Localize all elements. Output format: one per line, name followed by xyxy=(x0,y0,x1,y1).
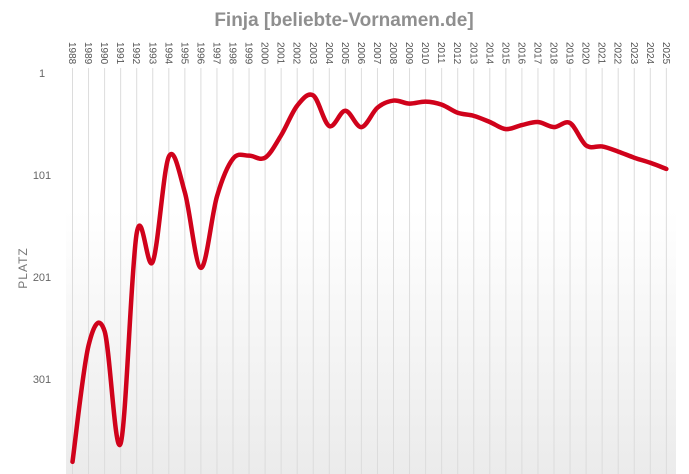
data-point-2017 xyxy=(536,120,540,124)
x-tick-2002: 2002 xyxy=(291,42,302,65)
data-point-2006 xyxy=(359,125,363,129)
y-axis-label: PLATZ xyxy=(16,247,30,288)
series-layer xyxy=(70,92,669,465)
data-point-2005 xyxy=(343,109,347,113)
chart-title: Finja [beliebte-Vornamen.de] xyxy=(214,10,473,31)
x-tick-1990: 1990 xyxy=(98,42,109,65)
x-tick-2020: 2020 xyxy=(580,42,591,65)
data-point-2009 xyxy=(408,102,412,106)
data-point-1993 xyxy=(151,260,155,264)
x-tick-2012: 2012 xyxy=(451,42,462,65)
x-tick-1992: 1992 xyxy=(130,42,141,65)
x-tick-2019: 2019 xyxy=(564,42,575,65)
data-point-1991 xyxy=(119,441,123,445)
x-tick-1989: 1989 xyxy=(82,42,93,65)
data-point-2012 xyxy=(456,111,460,115)
plot-background xyxy=(66,68,676,474)
x-tick-1988: 1988 xyxy=(66,42,77,65)
data-point-1988 xyxy=(71,460,75,464)
x-tick-1993: 1993 xyxy=(146,42,157,65)
x-axis-ticks: 1988 1989 1990 1991 1992 1993 1994 1995 1996 1997… xyxy=(66,42,671,65)
data-point-1995 xyxy=(183,190,187,194)
x-tick-2022: 2022 xyxy=(612,42,623,65)
data-point-2014 xyxy=(488,120,492,124)
x-tick-1998: 1998 xyxy=(227,42,238,65)
data-point-2023 xyxy=(632,156,636,160)
x-tick-2013: 2013 xyxy=(467,42,478,65)
x-tick-2000: 2000 xyxy=(259,42,270,65)
x-tick-2006: 2006 xyxy=(355,42,366,65)
data-point-2003 xyxy=(311,93,315,97)
data-point-2001 xyxy=(279,133,283,137)
data-point-2008 xyxy=(392,99,396,103)
x-tick-2016: 2016 xyxy=(515,42,526,65)
y-tick-201: 201 xyxy=(33,272,51,284)
x-tick-2009: 2009 xyxy=(403,42,414,65)
data-point-2016 xyxy=(520,123,524,127)
x-tick-1991: 1991 xyxy=(114,42,125,65)
data-point-2015 xyxy=(504,127,508,131)
x-tick-1997: 1997 xyxy=(210,42,221,65)
data-point-1992 xyxy=(135,231,139,235)
data-point-2004 xyxy=(327,124,331,128)
y-tick-301: 301 xyxy=(33,374,51,386)
x-tick-2003: 2003 xyxy=(307,42,318,65)
data-point-2020 xyxy=(584,143,588,147)
data-point-1998 xyxy=(231,157,235,161)
x-tick-2017: 2017 xyxy=(531,42,542,65)
x-tick-2001: 2001 xyxy=(275,42,286,65)
x-tick-2014: 2014 xyxy=(483,42,494,65)
x-tick-1996: 1996 xyxy=(194,42,205,65)
y-axis-ticks: 1 101 201 301 xyxy=(33,68,51,386)
x-tick-2010: 2010 xyxy=(419,42,430,65)
data-point-2018 xyxy=(552,125,556,129)
x-tick-2025: 2025 xyxy=(660,42,671,65)
data-point-2002 xyxy=(295,104,299,108)
data-point-2024 xyxy=(648,161,652,165)
data-point-1999 xyxy=(247,154,251,158)
data-point-1990 xyxy=(103,329,107,333)
x-tick-2015: 2015 xyxy=(499,42,510,65)
x-tick-2021: 2021 xyxy=(596,42,607,65)
x-tick-1995: 1995 xyxy=(178,42,189,65)
x-tick-2018: 2018 xyxy=(548,42,559,65)
data-point-1989 xyxy=(87,343,91,347)
data-point-2022 xyxy=(616,150,620,154)
grid-lines xyxy=(72,68,667,474)
x-tick-2007: 2007 xyxy=(371,42,382,65)
x-tick-2023: 2023 xyxy=(628,42,639,65)
data-point-2000 xyxy=(263,156,267,160)
data-point-2019 xyxy=(568,121,572,125)
x-tick-1999: 1999 xyxy=(243,42,254,65)
x-tick-2005: 2005 xyxy=(339,42,350,65)
data-point-2021 xyxy=(600,144,604,148)
x-tick-1994: 1994 xyxy=(162,42,173,65)
data-point-2013 xyxy=(472,114,476,118)
data-point-1994 xyxy=(167,155,171,159)
data-point-2011 xyxy=(440,103,444,107)
data-point-1997 xyxy=(215,194,219,198)
data-point-2010 xyxy=(424,100,428,104)
data-point-2007 xyxy=(375,106,379,110)
data-point-2025 xyxy=(664,167,668,171)
data-point-1996 xyxy=(199,266,203,270)
x-tick-2024: 2024 xyxy=(644,42,655,65)
y-tick-1: 1 xyxy=(39,68,45,80)
y-tick-101: 101 xyxy=(33,170,51,182)
x-tick-2011: 2011 xyxy=(435,42,446,64)
x-tick-2008: 2008 xyxy=(387,42,398,65)
x-tick-2004: 2004 xyxy=(323,42,334,65)
series-line xyxy=(70,92,669,465)
